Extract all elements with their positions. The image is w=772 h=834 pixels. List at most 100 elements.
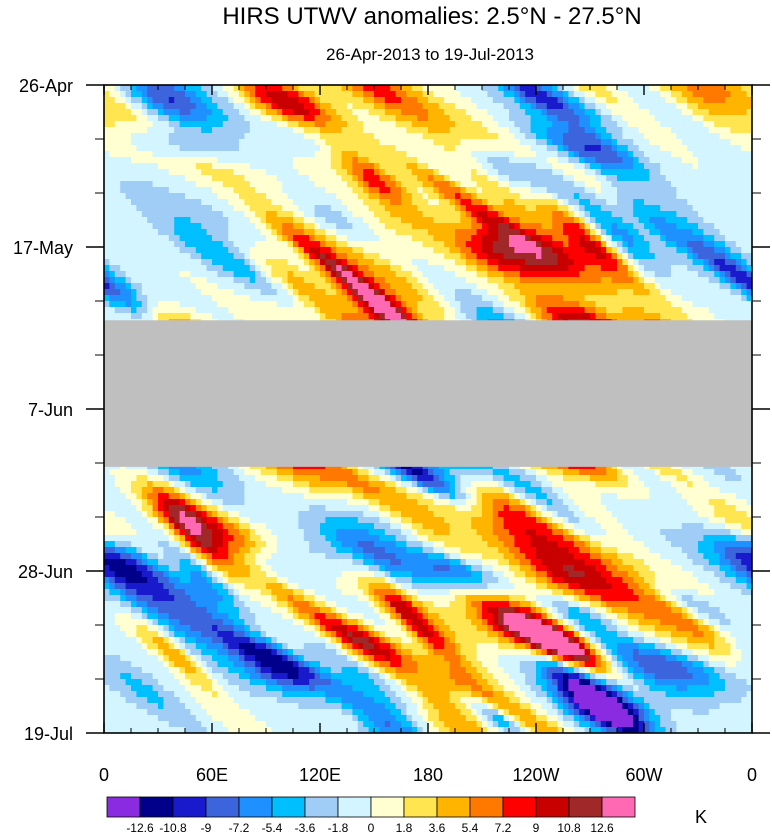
field-cell: [627, 241, 634, 248]
field-cell: [525, 241, 532, 248]
field-cell: [595, 97, 602, 104]
field-cell: [352, 91, 359, 98]
field-cell: [406, 169, 413, 176]
field-cell: [282, 307, 289, 314]
field-cell: [476, 295, 483, 302]
field-cell: [698, 97, 704, 104]
field-cell: [546, 235, 553, 242]
field-cell: [584, 301, 591, 308]
field-cell: [276, 151, 283, 158]
field-cell: [698, 103, 704, 110]
field-cell: [557, 217, 564, 224]
field-cell: [563, 157, 569, 164]
field-cell: [168, 307, 175, 314]
field-cell: [482, 229, 488, 236]
field-cell: [314, 301, 321, 308]
field-cell: [282, 121, 289, 128]
field-cell: [492, 199, 499, 206]
field-cell: [595, 289, 602, 296]
field-cell: [136, 133, 143, 140]
field-cell: [579, 271, 586, 278]
field-cell: [249, 175, 256, 182]
field-cell: [185, 187, 191, 194]
field-cell: [163, 211, 170, 218]
field-cell: [692, 145, 699, 152]
field-cell: [217, 211, 224, 218]
field-cell: [163, 241, 170, 248]
field-cell: [406, 157, 413, 164]
field-cell: [644, 223, 650, 230]
field-cell: [568, 283, 575, 290]
field-cell: [249, 163, 256, 170]
field-cell: [390, 301, 397, 308]
field-cell: [476, 193, 483, 200]
field-cell: [698, 283, 704, 290]
field-cell: [249, 199, 256, 206]
field-cell: [401, 163, 407, 170]
field-cell: [109, 193, 116, 200]
field-cell: [606, 175, 613, 182]
field-cell: [120, 229, 127, 236]
field-cell: [719, 199, 726, 206]
field-cell: [584, 145, 591, 152]
field-cell: [201, 253, 208, 260]
field-cell: [282, 253, 289, 260]
field-cell: [190, 301, 197, 308]
field-cell: [341, 289, 348, 296]
field-cell: [611, 229, 618, 236]
field-cell: [417, 163, 424, 170]
field-cell: [546, 97, 553, 104]
field-cell: [368, 253, 375, 260]
field-cell: [617, 145, 623, 152]
field-cell: [212, 121, 218, 128]
field-cell: [271, 205, 278, 212]
field-cell: [406, 313, 413, 320]
field-cell: [347, 205, 353, 212]
field-cell: [341, 307, 348, 314]
field-cell: [514, 223, 521, 230]
field-cell: [514, 163, 521, 170]
field-cell: [141, 283, 148, 290]
field-cell: [136, 289, 143, 296]
field-cell: [212, 139, 218, 146]
field-cell: [244, 307, 251, 314]
field-cell: [687, 163, 694, 170]
field-cell: [287, 97, 294, 104]
field-cell: [314, 271, 321, 278]
field-cell: [676, 97, 683, 104]
field-cell: [222, 175, 229, 182]
field-cell: [687, 85, 694, 92]
field-cell: [649, 109, 656, 116]
field-cell: [255, 301, 262, 308]
field-cell: [568, 157, 575, 164]
field-cell: [411, 205, 418, 212]
field-cell: [552, 193, 559, 200]
field-cell: [325, 115, 332, 122]
field-cell: [428, 157, 434, 164]
field-cell: [438, 283, 445, 290]
field-cell: [703, 103, 710, 110]
field-cell: [579, 181, 586, 188]
field-cell: [109, 211, 116, 218]
field-cell: [347, 115, 353, 122]
field-cell: [357, 313, 364, 320]
field-cell: [266, 301, 272, 308]
field-cell: [719, 283, 726, 290]
field-cell: [552, 187, 559, 194]
field-cell: [444, 307, 451, 314]
field-cell: [741, 169, 748, 176]
field-cell: [492, 265, 499, 272]
field-cell: [622, 205, 629, 212]
field-cell: [606, 271, 613, 278]
field-cell: [563, 169, 569, 176]
field-cell: [330, 169, 337, 176]
field-cell: [384, 157, 391, 164]
field-cell: [239, 205, 245, 212]
field-cell: [174, 169, 181, 176]
field-cell: [147, 223, 154, 230]
field-cell: [374, 163, 380, 170]
field-cell: [503, 217, 510, 224]
field-cell: [114, 253, 121, 260]
field-cell: [212, 289, 218, 296]
field-cell: [271, 163, 278, 170]
